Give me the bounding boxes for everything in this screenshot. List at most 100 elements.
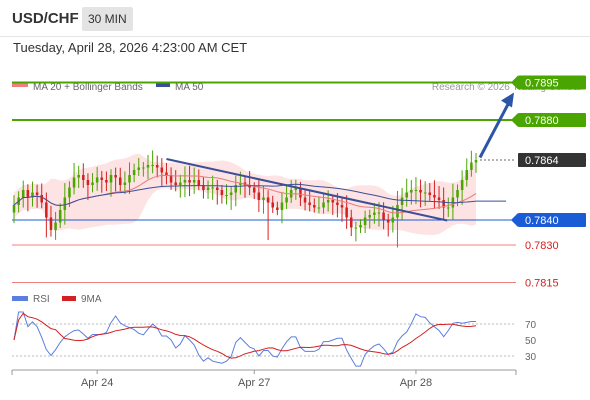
candle xyxy=(470,150,473,177)
candle-body xyxy=(433,195,436,198)
candle-body xyxy=(345,207,348,218)
candle xyxy=(359,219,362,234)
main-legend: MA 20 + Bollinger Bands MA 50 Research ©… xyxy=(12,82,581,93)
candle-body xyxy=(155,165,159,168)
candle xyxy=(100,170,104,193)
candle xyxy=(303,190,307,211)
candle xyxy=(155,155,159,178)
candle xyxy=(460,170,464,205)
candle xyxy=(142,162,145,177)
candle xyxy=(86,173,90,200)
candle xyxy=(368,209,372,229)
candle xyxy=(248,171,251,196)
candle-body xyxy=(68,187,71,198)
candle-body xyxy=(146,165,150,168)
candle-body xyxy=(229,192,233,195)
ma50-legend-label: MA 50 xyxy=(175,82,204,93)
candle xyxy=(373,203,376,224)
candle-body xyxy=(95,177,99,183)
candle-body xyxy=(308,202,311,205)
ma9-swatch xyxy=(62,296,76,301)
candle xyxy=(21,180,25,208)
candle xyxy=(137,157,141,176)
candle-body xyxy=(299,187,302,198)
candle-body xyxy=(285,197,288,203)
price-levels xyxy=(12,81,516,283)
candle-body xyxy=(58,210,62,223)
candle xyxy=(165,162,168,185)
candle-body xyxy=(114,175,117,178)
candle-body xyxy=(368,215,372,218)
candle-body xyxy=(252,187,256,193)
candle xyxy=(31,181,34,207)
candle xyxy=(77,165,80,189)
candle-body xyxy=(169,175,173,183)
candle-body xyxy=(26,190,30,198)
candle-body xyxy=(234,185,238,193)
candle xyxy=(58,203,62,229)
rsi-tick-label: 30 xyxy=(525,352,537,363)
candle-body xyxy=(225,195,228,196)
candle-body xyxy=(142,167,145,169)
candle-body xyxy=(377,212,381,214)
trend-line xyxy=(166,158,448,222)
candle xyxy=(109,169,113,197)
candle-body xyxy=(248,185,251,188)
candle-body xyxy=(31,192,34,198)
candle xyxy=(202,176,205,199)
candle xyxy=(442,187,445,221)
candle-body xyxy=(216,187,219,190)
candle-body xyxy=(49,217,53,230)
candle-body xyxy=(349,217,353,228)
candle-body xyxy=(271,202,274,208)
candle-body xyxy=(405,192,408,198)
candle xyxy=(105,171,108,192)
ma-bb-swatch xyxy=(12,82,28,87)
level-tag-0.7880 xyxy=(518,113,586,127)
candle xyxy=(151,150,154,174)
candle-body xyxy=(202,185,205,190)
candle xyxy=(280,192,284,224)
candle-body xyxy=(322,202,325,208)
candle-body xyxy=(331,200,335,203)
candle-body xyxy=(86,180,90,185)
candle-body xyxy=(442,200,445,208)
ma9-legend-label: 9MA xyxy=(81,294,102,305)
level-tag-pointer xyxy=(511,75,518,90)
candle-body xyxy=(72,177,76,188)
level-tag-0.7864 xyxy=(518,153,586,167)
candle-body xyxy=(151,165,154,166)
candle-body xyxy=(45,202,48,218)
candle-body xyxy=(414,190,418,191)
candle xyxy=(220,184,224,204)
candle xyxy=(419,179,422,208)
candle xyxy=(174,170,177,192)
candle-body xyxy=(354,227,358,229)
timestamp: Tuesday, April 28, 2026 4:23:00 AM CET xyxy=(13,40,248,55)
candle xyxy=(91,173,94,193)
candle xyxy=(331,194,335,216)
candle-body xyxy=(340,205,344,208)
candle xyxy=(63,183,67,225)
candle-body xyxy=(109,175,113,183)
candle-body xyxy=(206,187,210,190)
level-label: 0.7880 xyxy=(525,115,559,127)
candle xyxy=(437,185,441,209)
moving-averages xyxy=(13,174,506,214)
candle-body xyxy=(363,217,367,225)
candle-body xyxy=(197,180,201,185)
candle-body xyxy=(382,212,385,220)
currency-pair-title: USD/CHF xyxy=(12,10,79,27)
candle xyxy=(225,184,228,205)
candle xyxy=(160,158,164,186)
candle xyxy=(54,211,57,240)
rsi-tick-label: 70 xyxy=(525,320,537,331)
candle xyxy=(197,169,201,191)
candle xyxy=(391,205,395,233)
candle-body xyxy=(447,207,450,209)
candle-body xyxy=(456,190,459,198)
timeframe-badge[interactable]: 30 MIN xyxy=(82,7,133,31)
rsi-legend: RSI 9MA xyxy=(12,294,102,305)
candle-body xyxy=(391,217,395,223)
rsi-line xyxy=(13,311,476,367)
